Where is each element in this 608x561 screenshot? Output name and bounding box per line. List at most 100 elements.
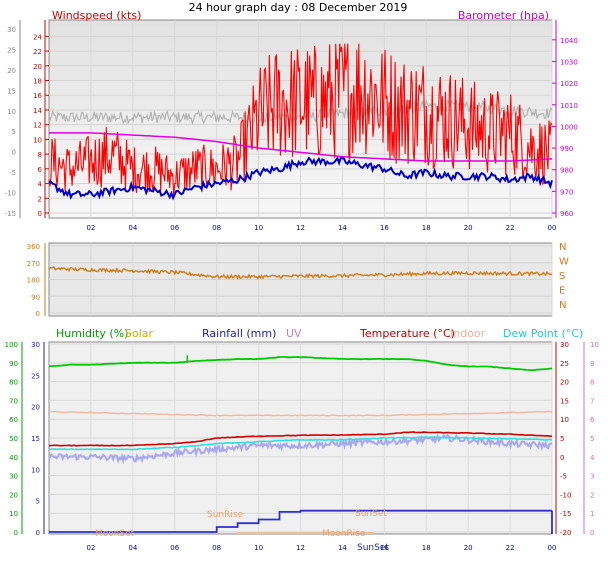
- x-tick-label: 02: [86, 544, 95, 552]
- x-tick-label: 06: [170, 544, 179, 552]
- dewpoint-line: [48, 436, 553, 451]
- direction-tick-label: 0: [36, 310, 40, 318]
- rain-tick-label: 25: [31, 372, 40, 380]
- x-tick-label: 04: [128, 544, 137, 552]
- humidity-tick-label: 80: [9, 379, 18, 387]
- compass-label: W: [559, 257, 569, 268]
- x-tick-label: 20: [464, 544, 473, 552]
- legend-uv: UV: [286, 327, 302, 340]
- uv-tick-label: 7: [590, 397, 594, 405]
- x-tick-label: 02: [86, 224, 95, 232]
- humidity-tick-label: 10: [9, 510, 18, 518]
- windspeed-avg-line: [48, 156, 553, 201]
- rain-tick-label: 30: [31, 341, 40, 349]
- rainfall-line: [49, 509, 552, 533]
- humidity-tick-label: 70: [9, 397, 18, 405]
- legend-humidity: Humidity (%): [56, 327, 128, 340]
- legend-rainfall: Rainfall (mm): [202, 327, 276, 340]
- uv-tick-label: 5: [590, 435, 594, 443]
- x-tick-label: 16: [380, 224, 389, 232]
- barometer-tick-label: 990: [560, 145, 573, 153]
- barometer-axis-title: Barometer (hpa): [458, 9, 549, 22]
- compass-label: N: [559, 300, 566, 311]
- barometer-tick-label: 1020: [560, 80, 578, 88]
- x-tick-label: 00: [548, 224, 557, 232]
- direction-tick-label: 360: [27, 243, 40, 251]
- uv-tick-label: 4: [590, 454, 595, 462]
- legend-temperature: Temperature (°C): [359, 327, 455, 340]
- outer-tick-label: 30: [7, 26, 16, 34]
- temperature-tick-label: 25: [560, 360, 569, 368]
- barometer-line: [49, 132, 553, 162]
- sunset-label-upper: SunSet: [355, 509, 387, 519]
- x-tick-label: 00: [548, 544, 557, 552]
- barometer-tick-label: 1000: [560, 123, 578, 131]
- uv-tick-label: 1: [590, 510, 594, 518]
- windspeed-tick-label: 20: [33, 63, 42, 71]
- barometer-tick-label: 970: [560, 188, 573, 196]
- x-tick-label: 14: [338, 544, 347, 552]
- outer-tick-label: 15: [7, 87, 16, 95]
- x-tick-label: 14: [338, 224, 347, 232]
- wind-x-axis: 02 04 06 08 10 12 14 16 18 20 22 00: [86, 224, 556, 232]
- uv-tick-label: 3: [590, 473, 594, 481]
- rain-tick-label: 20: [31, 404, 40, 412]
- temperature-tick-label: 0: [560, 454, 564, 462]
- temperature-tick-label: -5: [560, 473, 567, 481]
- uv-tick-label: 10: [590, 341, 599, 349]
- temperature-line: [48, 431, 553, 447]
- climate-series: [48, 355, 553, 534]
- temperature-tick-label: 20: [560, 379, 569, 387]
- windspeed-axis-title: Windspeed (kts): [52, 9, 141, 22]
- barometer-tick-label: 960: [560, 210, 573, 218]
- uv-tick-label: 0: [590, 529, 594, 537]
- moonset-label: MoonSet: [95, 529, 135, 539]
- x-tick-label: 20: [464, 224, 473, 232]
- rain-tick-label: 10: [31, 466, 40, 474]
- sunrise-label: SunRise: [207, 510, 244, 520]
- climate-x-axis: 02 04 06 08 10 12 14 16 18 20 22 00: [86, 544, 556, 552]
- windspeed-tick-label: 4: [38, 181, 43, 189]
- lavender-line: [48, 433, 553, 465]
- windspeed-tick-label: 14: [33, 107, 42, 115]
- outer-tick-label: -5: [9, 169, 16, 177]
- legend-dewpoint: Dew Point (°C): [503, 327, 583, 340]
- outer-tick-label: 10: [7, 108, 16, 116]
- temperature-tick-label: -10: [560, 491, 571, 499]
- rain-tick-label: 15: [31, 435, 40, 443]
- windspeed-tick-label: 8: [38, 151, 42, 159]
- outer-tick-label: -15: [5, 210, 16, 218]
- rain-tick-label: 0: [36, 529, 40, 537]
- temperature-tick-label: 5: [560, 435, 564, 443]
- wind-series: [48, 43, 553, 201]
- rain-tick-label: 5: [36, 498, 40, 506]
- indoor-line: [48, 410, 553, 417]
- windspeed-tick-label: 22: [33, 48, 42, 56]
- barometer-tick-label: 1030: [560, 58, 578, 66]
- direction-tick-label: 90: [31, 293, 40, 301]
- temperature-tick-label: 10: [560, 416, 569, 424]
- windspeed-tick-label: 24: [33, 33, 42, 41]
- humidity-tick-label: 60: [9, 416, 18, 424]
- uv-tick-label: 9: [590, 360, 594, 368]
- x-tick-label: 18: [422, 544, 431, 552]
- windspeed-tick-label: 0: [38, 210, 42, 218]
- windspeed-tick-label: 10: [33, 136, 42, 144]
- barometer-axis: 1040 1030 1020 1010 1000 990 980 970 960: [552, 20, 578, 218]
- windspeed-tick-label: 18: [33, 78, 42, 86]
- outer-tick-label: 20: [7, 67, 16, 75]
- humidity-tick-label: 20: [9, 491, 18, 499]
- outer-tick-label: 25: [7, 46, 16, 54]
- x-tick-label: 22: [506, 544, 515, 552]
- direction-tick-label: 180: [27, 277, 40, 285]
- x-tick-label: 10: [254, 544, 263, 552]
- x-tick-label: 18: [422, 224, 431, 232]
- windspeed-tick-label: 12: [33, 122, 42, 130]
- temperature-tick-label: -20: [560, 529, 571, 537]
- humidity-tick-label: 50: [9, 435, 18, 443]
- direction-degrees-axis: 360 270 180 90 0: [27, 243, 46, 318]
- outer-tick-label: -10: [5, 190, 16, 198]
- humidity-tick-label: 0: [14, 529, 18, 537]
